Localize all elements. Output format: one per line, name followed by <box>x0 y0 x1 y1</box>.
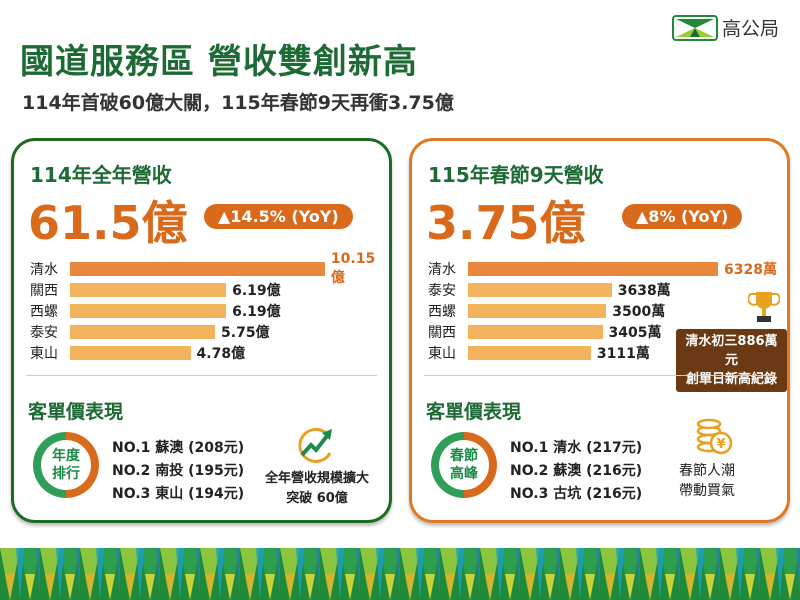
logo-icon <box>672 14 718 41</box>
rank-item: NO.1 蘇澳 (208元) <box>112 440 245 456</box>
section-title: 客單價表現 <box>426 401 522 423</box>
bar-value-label: 3111萬 <box>596 346 650 362</box>
bar-row: 西螺 6.19億 <box>30 301 281 321</box>
bar-label: 泰安 <box>428 283 456 299</box>
bar-value-label: 6328萬 <box>724 262 777 278</box>
donut-label: 年度 <box>52 448 80 464</box>
bar <box>468 325 603 339</box>
bar-label: 東山 <box>30 346 58 362</box>
bar-label: 東山 <box>428 346 456 362</box>
record-line: 清水初三886萬元 <box>685 334 778 368</box>
bar-row: 清水 6328萬 <box>428 259 777 279</box>
bar <box>70 283 227 297</box>
bar-value-label: 3638萬 <box>617 283 671 299</box>
bar <box>468 262 718 276</box>
bar-label: 關西 <box>30 283 58 299</box>
svg-text:¥: ¥ <box>716 437 725 452</box>
record-banner: 清水初三886萬元創單日新高紀錄 <box>676 329 787 392</box>
donut-badge: 年度 排行 <box>33 432 99 498</box>
bar-value-label: 6.19億 <box>232 304 281 320</box>
bar <box>70 346 191 360</box>
bar-value-label: 3405萬 <box>608 325 662 341</box>
page-subtitle: 114年首破60億大關，115年春節9天再衝3.75億 <box>22 92 454 114</box>
rank-item: NO.3 古坑 (216元) <box>510 486 643 502</box>
spring-festival-card: 115年春節9天營收 3.75億 ▲8% (YoY) 清水 6328萬泰安 3638… <box>409 138 790 523</box>
bar-label: 泰安 <box>30 325 58 341</box>
bar-row: 泰安 3638萬 <box>428 280 671 300</box>
annual-revenue-card: 114年全年營收 61.5億 ▲14.5% (YoY) 清水 10.15億關西 6.… <box>11 138 392 523</box>
total-revenue: 3.75億 <box>426 196 586 250</box>
bar-row: 關西 6.19億 <box>30 280 281 300</box>
bar-value-label: 4.78億 <box>196 346 246 362</box>
logo-text: 高公局 <box>722 18 780 40</box>
section-title: 客單價表現 <box>28 401 124 423</box>
note-line: 突破 60億 <box>286 491 348 506</box>
decorative-pattern <box>0 548 800 600</box>
page-title: 國道服務區 營收雙創新高 <box>20 42 418 82</box>
donut-label: 高峰 <box>450 466 478 482</box>
rank-item: NO.3 東山 (194元) <box>112 486 245 502</box>
divider <box>26 375 377 376</box>
bar <box>468 283 612 297</box>
bar-row: 清水 10.15億 <box>30 251 389 286</box>
bar-row: 東山 4.78億 <box>30 343 245 363</box>
bar-value-label: 3500萬 <box>612 304 666 320</box>
bar <box>468 346 591 360</box>
bar-label: 關西 <box>428 325 456 341</box>
note-line: 帶動買氣 <box>679 483 735 499</box>
note-line: 春節人潮 <box>679 463 735 479</box>
note-line: 全年營收規模擴大 <box>264 471 369 486</box>
logo: 高公局 <box>672 14 779 41</box>
bar <box>70 325 216 339</box>
coins-icon: ¥ <box>696 418 733 455</box>
bar-label: 西螺 <box>428 304 456 320</box>
bar-label: 清水 <box>428 262 456 278</box>
yoy-badge: ▲8% (YoY) <box>622 204 743 229</box>
yoy-badge: ▲14.5% (YoY) <box>204 204 353 229</box>
donut-badge: 春節 高峰 <box>431 432 497 498</box>
bar-row: 泰安 5.75億 <box>30 322 270 342</box>
bar <box>69 262 325 276</box>
card-title: 115年春節9天營收 <box>428 163 604 187</box>
donut-label: 排行 <box>52 466 80 482</box>
bar <box>70 304 227 318</box>
bar-label: 西螺 <box>30 304 58 320</box>
total-revenue: 61.5億 <box>28 196 188 250</box>
growth-chart-icon <box>298 427 332 463</box>
bar-label: 清水 <box>30 262 58 278</box>
bar-row: 東山 3111萬 <box>428 343 650 363</box>
bar-value-label: 10.15億 <box>330 251 376 286</box>
rank-item: NO.2 蘇澳 (216元) <box>510 463 643 479</box>
bar <box>468 304 607 318</box>
bar-value-label: 5.75億 <box>221 325 270 341</box>
card-title: 114年全年營收 <box>30 163 172 187</box>
rank-item: NO.1 清水 (217元) <box>510 440 643 456</box>
donut-label: 春節 <box>450 448 478 464</box>
divider <box>424 375 775 376</box>
bar-value-label: 6.19億 <box>232 283 281 299</box>
rank-item: NO.2 南投 (195元) <box>112 463 245 479</box>
trophy-icon <box>748 292 780 322</box>
bar-row: 西螺 3500萬 <box>428 301 665 321</box>
bar-row: 關西 3405萬 <box>428 322 661 342</box>
record-line: 創單日新高紀錄 <box>685 372 777 387</box>
